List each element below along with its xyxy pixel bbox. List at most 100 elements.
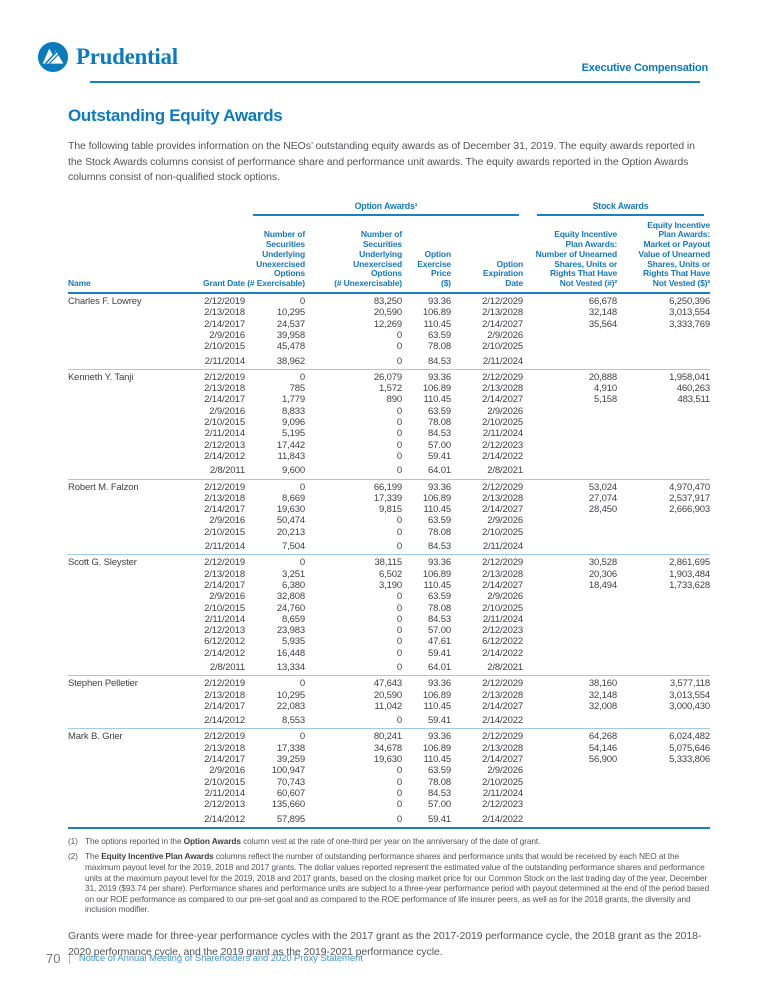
data-cell: 2/14/2012 — [204, 450, 245, 462]
data-cell: 2/10/2025 — [482, 776, 524, 788]
data-cell: 2/14/2017 — [204, 579, 245, 591]
data-cell: 2/11/2014 — [204, 541, 245, 553]
data-cell: 8,833 — [281, 405, 305, 417]
data-cell: 2/14/2022 — [482, 647, 524, 659]
data-cell: 2/12/2019 — [188, 675, 245, 690]
data-cell: 38,160 — [523, 675, 617, 690]
data-cell: 460,263 — [676, 383, 711, 395]
data-cell: 60,607 — [276, 787, 305, 799]
data-cell: 16,448 — [276, 647, 305, 659]
data-cell: 24,537 — [276, 318, 305, 330]
data-cell — [523, 788, 617, 799]
data-cell: 2/11/2014 — [204, 428, 245, 440]
data-cell: 57,895 — [276, 813, 305, 825]
data-cell: 38,115 — [305, 554, 402, 569]
data-cell: 1,733,628 — [669, 579, 711, 591]
table-row: Scott G. Sleyster 2/12/2019 0 38,115 93.36 2/… — [68, 554, 710, 569]
table-row: 2/12/2013 17,442 0 57.00 2/12/2023 — [68, 440, 710, 451]
data-cell: 47,643 — [305, 675, 402, 690]
data-cell: 483,511 — [677, 394, 711, 406]
data-cell: 110.45 — [423, 754, 452, 766]
data-cell: 2/12/2029 — [451, 478, 523, 493]
data-cell: 70,743 — [276, 776, 305, 788]
data-cell: 2/14/2012 — [204, 715, 245, 727]
data-cell — [617, 625, 710, 636]
data-cell: 64.01 — [427, 661, 451, 673]
data-cell: 64.01 — [427, 465, 451, 477]
neo-name-cell — [68, 799, 188, 810]
data-cell: 0 — [396, 417, 402, 429]
neo-name-cell — [68, 591, 188, 602]
data-cell: 8,669 — [281, 492, 305, 504]
data-cell: 2/12/2029 — [451, 675, 523, 690]
data-cell: 0 — [396, 515, 402, 527]
neo-name-cell — [68, 406, 188, 417]
data-cell — [617, 417, 710, 428]
data-cell: 0 — [299, 296, 305, 308]
data-cell: 35,564 — [588, 318, 618, 330]
data-cell: 78.08 — [427, 776, 451, 788]
data-cell: 0 — [396, 341, 402, 353]
neo-name-cell — [68, 603, 188, 614]
data-cell: 2/14/2012 — [204, 647, 245, 659]
data-cell: 2/9/2026 — [487, 405, 524, 417]
data-cell — [523, 538, 617, 555]
data-cell: 11,042 — [374, 700, 403, 712]
data-cell: 2,666,903 — [669, 504, 711, 516]
data-cell — [617, 451, 710, 462]
footnote-2-pre: The — [85, 851, 102, 862]
data-cell: 2/14/2027 — [482, 318, 524, 330]
neo-group: Scott G. Sleyster 2/12/2019 0 38,115 93.36 2/… — [68, 554, 711, 676]
rock-of-gibraltar-icon — [38, 42, 68, 72]
data-cell: 2/10/2015 — [204, 602, 245, 614]
data-cell: 106.89 — [422, 689, 451, 701]
neo-name-cell — [68, 383, 188, 394]
data-cell: 9,600 — [281, 465, 305, 477]
data-cell — [617, 648, 710, 659]
data-cell: 2/11/2024 — [482, 355, 524, 367]
option-awards-label: Option Awards¹ — [253, 201, 520, 216]
data-cell: 110.45 — [423, 394, 452, 406]
data-cell: 4,970,470 — [617, 478, 710, 493]
table-row: 2/8/2011 13,334 0 64.01 2/8/2021 — [68, 659, 710, 676]
neo-name-cell — [68, 417, 188, 428]
data-cell: 2/10/2025 — [482, 341, 524, 353]
neo-group: Kenneth Y. Tanji 2/12/2019 0 26,079 93.36 2/1… — [68, 368, 711, 479]
data-cell: 2/12/2019 — [188, 478, 245, 493]
table-row: Charles F. Lowrey 2/12/2019 0 83,250 93.36 2/… — [68, 293, 710, 307]
data-cell — [617, 603, 710, 614]
data-cell — [617, 462, 710, 479]
data-cell: 2/14/2022 — [482, 813, 524, 825]
neo-name-cell — [68, 625, 188, 636]
neo-name-cell: Charles F. Lowrey — [68, 296, 142, 308]
data-cell: 106.89 — [422, 742, 451, 754]
col-header-expiration-date: Option Expiration Date — [451, 215, 523, 295]
data-cell: 0 — [245, 728, 305, 743]
data-cell: 2/13/2028 — [482, 689, 524, 701]
section-label: Executive Compensation — [581, 62, 709, 74]
data-cell: 56,900 — [588, 754, 618, 766]
data-cell: 63.59 — [427, 329, 451, 341]
neo-name-cell — [68, 712, 188, 729]
data-cell — [523, 353, 617, 370]
table-row: Mark B. Grier 2/12/2019 0 80,241 93.36 2/12/2… — [68, 728, 710, 743]
data-cell: 63.59 — [427, 765, 451, 777]
table-row: 2/9/2016 32,808 0 63.59 2/9/2026 — [68, 591, 710, 602]
data-cell — [617, 788, 710, 799]
data-cell — [523, 451, 617, 462]
data-cell: 106.89 — [422, 383, 451, 395]
data-cell: 2/8/2021 — [487, 661, 524, 673]
data-cell: 2/13/2028 — [482, 383, 524, 395]
data-cell: 2/9/2016 — [209, 591, 245, 603]
data-cell: 6,250,396 — [669, 296, 711, 308]
data-cell: 2/13/2028 — [482, 307, 524, 319]
data-cell: 0 — [396, 715, 402, 727]
data-cell: 2/10/2015 — [204, 417, 245, 429]
footnote-2-post: columns reflect the number of outstandin… — [85, 851, 710, 915]
neo-name-cell — [68, 527, 188, 538]
neo-name-cell — [68, 765, 188, 776]
data-cell: 17,338 — [276, 742, 305, 754]
data-cell: 2/14/2017 — [204, 394, 245, 406]
data-cell: 32,148 — [588, 307, 618, 319]
neo-name-cell — [68, 811, 188, 828]
